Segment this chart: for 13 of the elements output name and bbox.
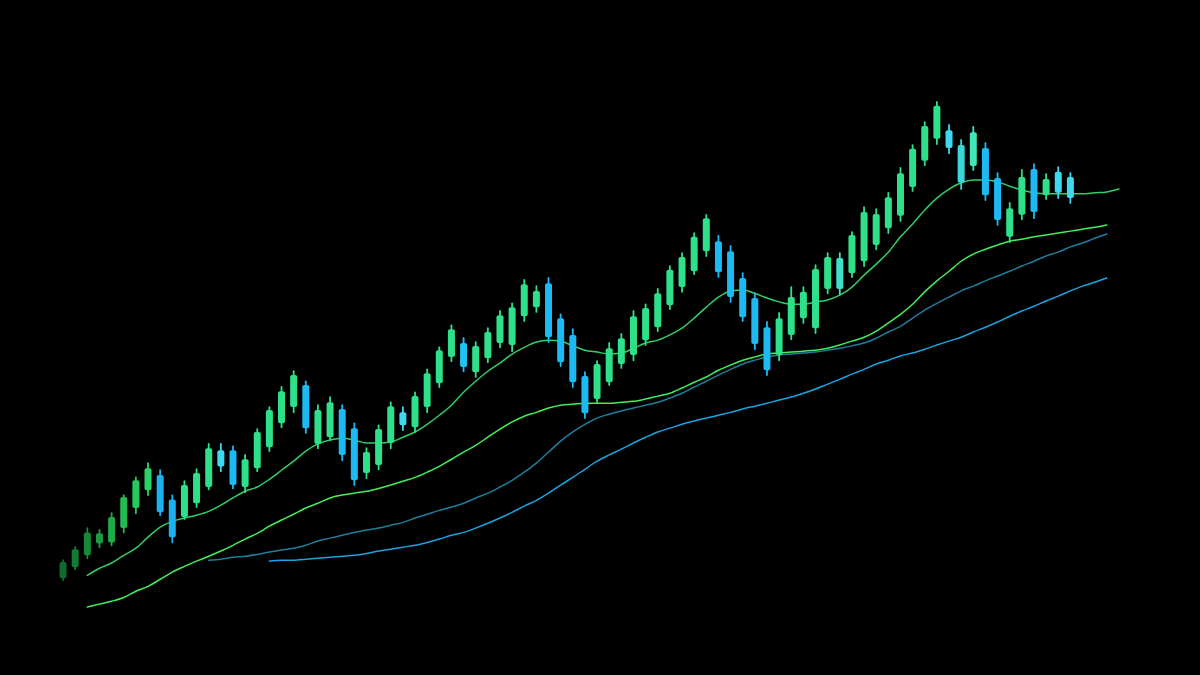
- candlestick: [460, 337, 468, 373]
- candlestick: [59, 559, 67, 582]
- candlestick: [1066, 172, 1074, 204]
- candlestick: [71, 546, 79, 571]
- candlestick: [945, 124, 953, 155]
- candlestick: [1054, 166, 1062, 200]
- candlestick: [83, 527, 91, 560]
- candlestick: [217, 443, 225, 473]
- candlestick: [532, 285, 540, 313]
- candlestick: [399, 406, 407, 431]
- candlestick: [1042, 173, 1050, 200]
- candlestick: [144, 462, 152, 496]
- candlestick: [362, 447, 370, 480]
